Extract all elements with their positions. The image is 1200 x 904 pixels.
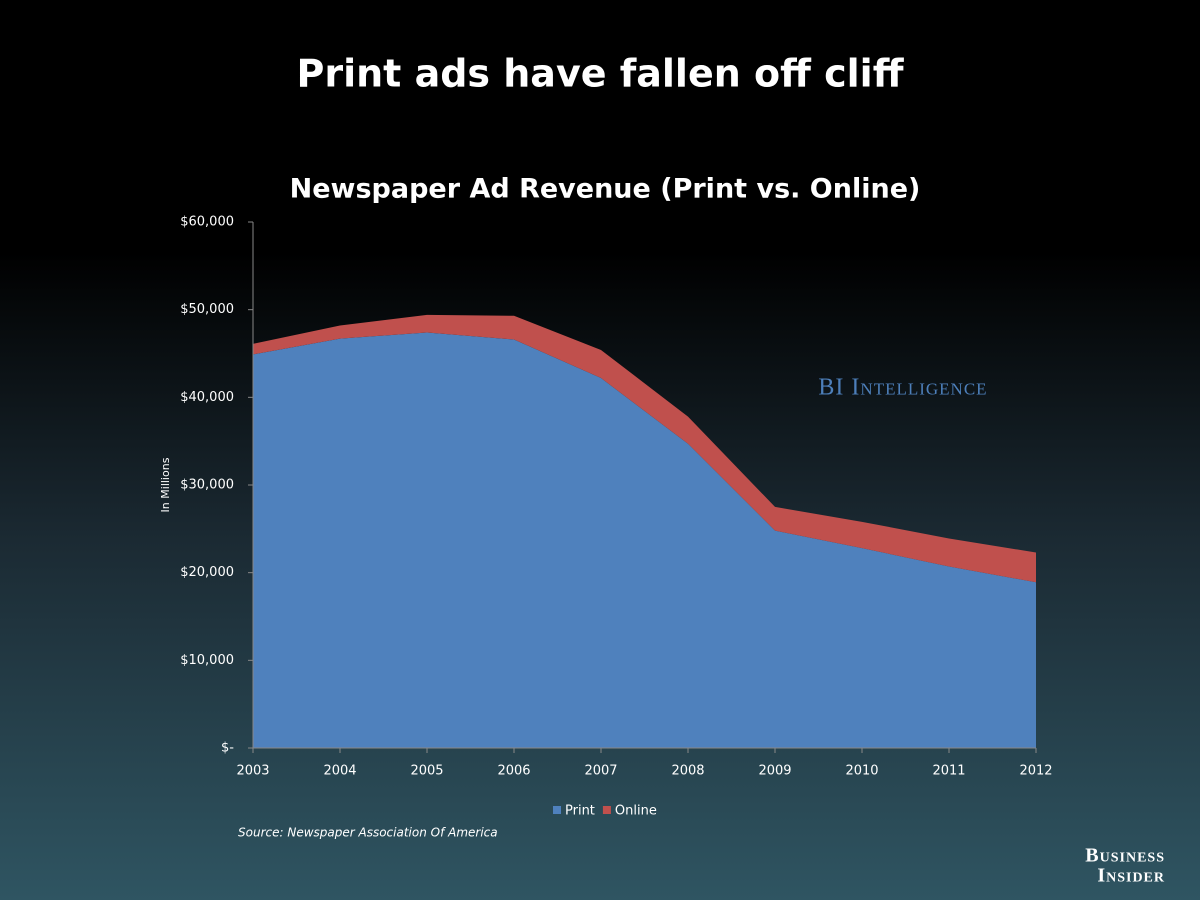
x-tick-label: 2004 [323,764,356,779]
legend-label: Online [615,804,657,819]
x-tick-label: 2012 [1019,764,1052,779]
source: Source: Newspaper Association Of America [238,826,498,840]
y-tick-label: $60,000 [180,215,234,230]
x-tick-label: 2006 [497,764,530,779]
y-tick-label: $30,000 [180,478,234,493]
area [253,332,1036,748]
legend-swatch [602,806,611,814]
brand-line: Business [1085,845,1165,867]
slide-title: Print ads have fallen off cliff [297,52,905,96]
y-tick-label: $40,000 [180,390,234,405]
y-tick-label: $20,000 [180,565,234,580]
x-tick-label: 2009 [758,764,791,779]
legend-swatch [553,806,561,814]
x-tick-label: 2005 [410,764,443,779]
x-tick-label: 2011 [932,764,965,779]
x-tick-label: 2007 [584,764,617,779]
chart-title: Newspaper Ad Revenue (Print vs. Online) [290,174,921,205]
area [253,314,1036,583]
brand-line: Insider [1097,865,1165,887]
watermark: BI Intelligence [818,375,987,401]
x-tick-label: 2003 [236,764,269,779]
legend-label: Print [565,804,595,819]
x-tick-label: 2010 [845,764,878,779]
y-axis-label: In Millions [159,457,172,512]
y-tick-label: $50,000 [180,302,234,317]
y-tick-label: $10,000 [180,653,234,668]
y-tick-label: $- [221,741,234,756]
x-tick-label: 2008 [671,764,704,779]
